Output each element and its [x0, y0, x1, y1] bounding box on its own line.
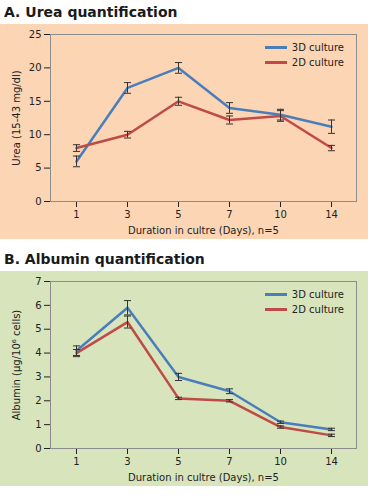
svg-text:Albumin (µg/10⁶ cells): Albumin (µg/10⁶ cells) — [11, 310, 22, 421]
svg-text:5: 5 — [35, 162, 41, 173]
svg-text:5: 5 — [175, 456, 181, 467]
svg-text:7: 7 — [35, 276, 41, 287]
svg-text:3: 3 — [124, 456, 130, 467]
html-text:3D culture: 3D culture — [291, 289, 344, 300]
svg-text:25: 25 — [29, 29, 42, 40]
svg-text:10: 10 — [29, 129, 42, 140]
svg-text:3: 3 — [35, 371, 41, 382]
svg-text:14: 14 — [325, 456, 338, 467]
html-text:3D culture: 3D culture — [291, 42, 344, 53]
svg-text:1: 1 — [73, 456, 79, 467]
svg-text:15: 15 — [29, 96, 42, 107]
svg-text:6: 6 — [35, 300, 41, 311]
svg-text:14: 14 — [325, 209, 338, 220]
svg-text:0: 0 — [35, 443, 41, 454]
svg-text:5: 5 — [35, 323, 41, 334]
svg-text:20: 20 — [29, 62, 42, 73]
svg-text:3: 3 — [124, 209, 130, 220]
html-text:2D culture: 2D culture — [291, 57, 344, 68]
svg-text:Duration in cultre (Days), n=5: Duration in cultre (Days), n=5 — [128, 472, 279, 483]
svg-text:7: 7 — [226, 209, 232, 220]
svg-text:Urea (15-43 mg/dl): Urea (15-43 mg/dl) — [11, 70, 22, 165]
svg-text:1: 1 — [73, 209, 79, 220]
svg-text:10: 10 — [274, 456, 287, 467]
html-text:B. Albumin quantification: B. Albumin quantification — [4, 251, 205, 267]
svg-text:0: 0 — [35, 196, 41, 207]
html-text:A. Urea quantification: A. Urea quantification — [4, 4, 178, 20]
svg-text:7: 7 — [226, 456, 232, 467]
html-text:2D culture: 2D culture — [291, 304, 344, 315]
svg-text:4: 4 — [35, 347, 41, 358]
svg-text:1: 1 — [35, 419, 41, 430]
svg-text:Duration in cultre (Days), n=5: Duration in cultre (Days), n=5 — [128, 225, 279, 236]
svg-text:5: 5 — [175, 209, 181, 220]
svg-text:10: 10 — [274, 209, 287, 220]
svg-text:2: 2 — [35, 395, 41, 406]
